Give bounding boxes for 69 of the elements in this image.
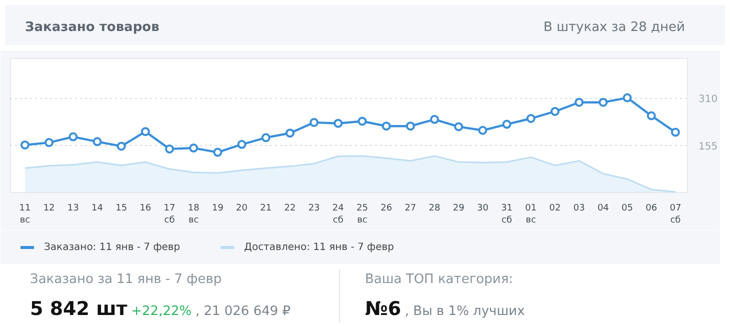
point bbox=[502, 120, 512, 129]
point bbox=[261, 133, 270, 142]
text: 5 842 шт bbox=[30, 298, 128, 320]
x-tick-label: 30 bbox=[476, 204, 489, 214]
point bbox=[430, 114, 440, 124]
x-tick-label: 06 bbox=[646, 204, 658, 214]
point bbox=[574, 98, 584, 107]
point bbox=[285, 128, 294, 138]
x-tick-label: 27 bbox=[404, 204, 416, 214]
point bbox=[382, 122, 391, 131]
point bbox=[454, 122, 464, 132]
point bbox=[140, 127, 150, 136]
x-tick-label: 15 bbox=[116, 204, 128, 214]
point bbox=[598, 98, 608, 107]
point bbox=[622, 93, 632, 102]
x-tick-label: 14 bbox=[92, 204, 104, 214]
x-tick-label: 07 сб bbox=[670, 204, 682, 226]
x-tick-label: 04 bbox=[597, 204, 610, 214]
point bbox=[550, 107, 560, 116]
x-tick-label: 21 bbox=[260, 204, 272, 214]
x-tick-label: 23 bbox=[308, 204, 320, 214]
point bbox=[213, 148, 222, 157]
point bbox=[646, 111, 656, 120]
point bbox=[406, 122, 415, 131]
text: №6 bbox=[365, 298, 402, 320]
text: Ваша ТОП категория: bbox=[365, 271, 514, 289]
x-tick-label: 17 сб bbox=[164, 204, 176, 226]
point bbox=[189, 144, 198, 153]
x-tick-label: 24 сб bbox=[332, 204, 344, 226]
point bbox=[68, 132, 78, 142]
x-tick-label: 01 вс bbox=[525, 204, 537, 226]
point bbox=[20, 140, 30, 150]
point bbox=[526, 114, 536, 123]
x-tick-label: 26 bbox=[380, 204, 392, 214]
point bbox=[670, 128, 680, 137]
y-tick-label: 155 bbox=[698, 141, 718, 152]
point bbox=[44, 138, 54, 148]
point bbox=[165, 144, 174, 154]
chart-subtitle: В штуках за 28 дней bbox=[544, 19, 685, 37]
x-tick-label: 03 bbox=[573, 204, 585, 214]
y-tick-label: 310 bbox=[698, 94, 718, 106]
point bbox=[237, 140, 246, 149]
legend-label: Доставлено: 11 янв - 7 февр bbox=[244, 242, 394, 252]
point bbox=[478, 126, 488, 135]
x-tick-label: 28 bbox=[428, 204, 441, 214]
chart-title: Заказано товаров bbox=[25, 19, 160, 37]
text: Заказано за 11 янв - 7 февр bbox=[30, 271, 223, 289]
x-tick-label: 12 bbox=[43, 204, 55, 214]
text: , 21 026 649 ₽ bbox=[195, 304, 291, 319]
point bbox=[116, 142, 126, 151]
x-tick-label: 29 bbox=[452, 204, 465, 214]
legend-label: Заказано: 11 янв - 7 февр bbox=[44, 242, 180, 252]
x-tick-label: 02 bbox=[549, 204, 561, 214]
x-tick-label: 31 сб bbox=[501, 204, 513, 226]
x-tick-label: 19 bbox=[212, 204, 224, 214]
x-tick-label: 22 bbox=[284, 204, 296, 214]
x-tick-label: 25 вс bbox=[356, 204, 368, 226]
point bbox=[92, 137, 102, 146]
x-tick-label: 05 bbox=[622, 204, 633, 214]
point bbox=[358, 116, 367, 126]
point bbox=[334, 118, 343, 128]
text: +22,22% bbox=[131, 304, 192, 319]
x-tick-label: 13 bbox=[67, 204, 79, 214]
text: , Вы в 1% лучших bbox=[404, 304, 525, 319]
x-tick-label: 18 вс bbox=[188, 204, 200, 226]
x-tick-label: 20 bbox=[236, 204, 248, 214]
x-tick-label: 16 bbox=[140, 204, 152, 214]
x-tick-label: 11 вс bbox=[19, 204, 31, 226]
point bbox=[310, 118, 319, 127]
